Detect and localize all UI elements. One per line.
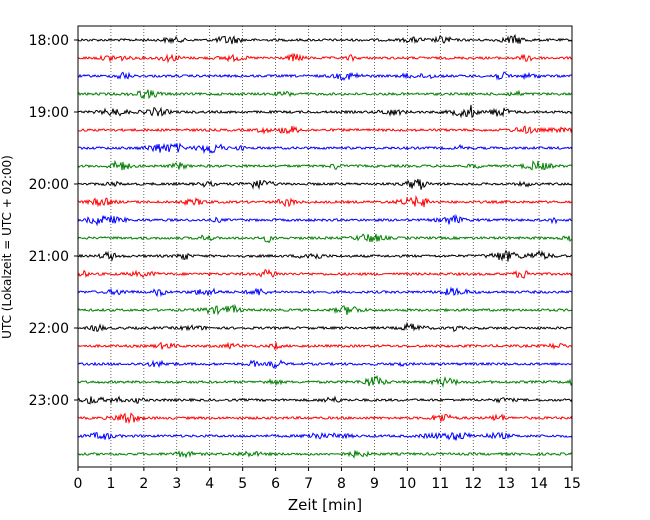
trace-line-11 [77, 233, 573, 244]
trace-line-0 [77, 33, 573, 45]
x-axis-label: Zeit [min] [288, 496, 362, 514]
trace-line-23 [77, 450, 573, 459]
trace-line-3 [77, 89, 573, 100]
trace-line-9 [77, 195, 573, 208]
trace-line-19 [77, 374, 573, 388]
trace-line-13 [77, 268, 573, 279]
trace-line-22 [77, 431, 573, 441]
trace-line-17 [77, 341, 573, 351]
x-tick-label-0: 0 [74, 476, 83, 492]
y-axis-label: UTC (Lokalzeit = UTC + 02:00) [0, 155, 14, 339]
x-tick-label-11: 11 [431, 476, 449, 492]
trace-line-18 [77, 359, 573, 370]
trace-line-10 [77, 213, 573, 227]
y-tick-label-2: 20:00 [29, 177, 69, 193]
x-tick-label-13: 13 [497, 476, 515, 492]
x-tick-label-1: 1 [106, 476, 115, 492]
x-tick-label-2: 2 [139, 476, 148, 492]
trace-line-6 [77, 142, 573, 155]
y-tick-label-0: 18:00 [29, 33, 69, 49]
x-tick-label-6: 6 [271, 476, 280, 492]
trace-line-12 [77, 249, 573, 262]
trace-line-21 [77, 412, 573, 425]
trace-line-1 [77, 52, 573, 64]
x-tick-label-4: 4 [205, 476, 214, 492]
x-tick-label-10: 10 [398, 476, 416, 492]
y-tick-label-4: 22:00 [29, 321, 69, 337]
trace-line-16 [77, 321, 573, 333]
y-tick-label-1: 19:00 [29, 105, 69, 121]
trace-line-7 [77, 159, 573, 171]
x-tick-label-12: 12 [464, 476, 482, 492]
y-tick-label-3: 21:00 [29, 249, 69, 265]
trace-line-20 [77, 395, 573, 405]
x-tick-label-7: 7 [304, 476, 313, 492]
x-tick-label-9: 9 [370, 476, 379, 492]
axis-ticks: 0 1 2 3 4 5 6 7 8 9 10 11 12 13 14 1518:0019:0020:0021:… [29, 33, 581, 492]
trace-line-4 [77, 104, 573, 119]
trace-line-8 [77, 178, 573, 190]
x-tick-label-5: 5 [238, 476, 247, 492]
x-tick-label-8: 8 [337, 476, 346, 492]
x-tick-label-15: 15 [563, 476, 581, 492]
x-tick-label-3: 3 [172, 476, 181, 492]
plot-frame [77, 25, 573, 468]
trace-lines [77, 33, 573, 459]
trace-line-15 [77, 303, 573, 316]
trace-line-5 [77, 125, 573, 135]
y-tick-label-5: 23:00 [29, 393, 69, 409]
trace-line-2 [77, 71, 573, 81]
x-tick-label-14: 14 [530, 476, 548, 492]
trace-line-14 [77, 286, 573, 298]
